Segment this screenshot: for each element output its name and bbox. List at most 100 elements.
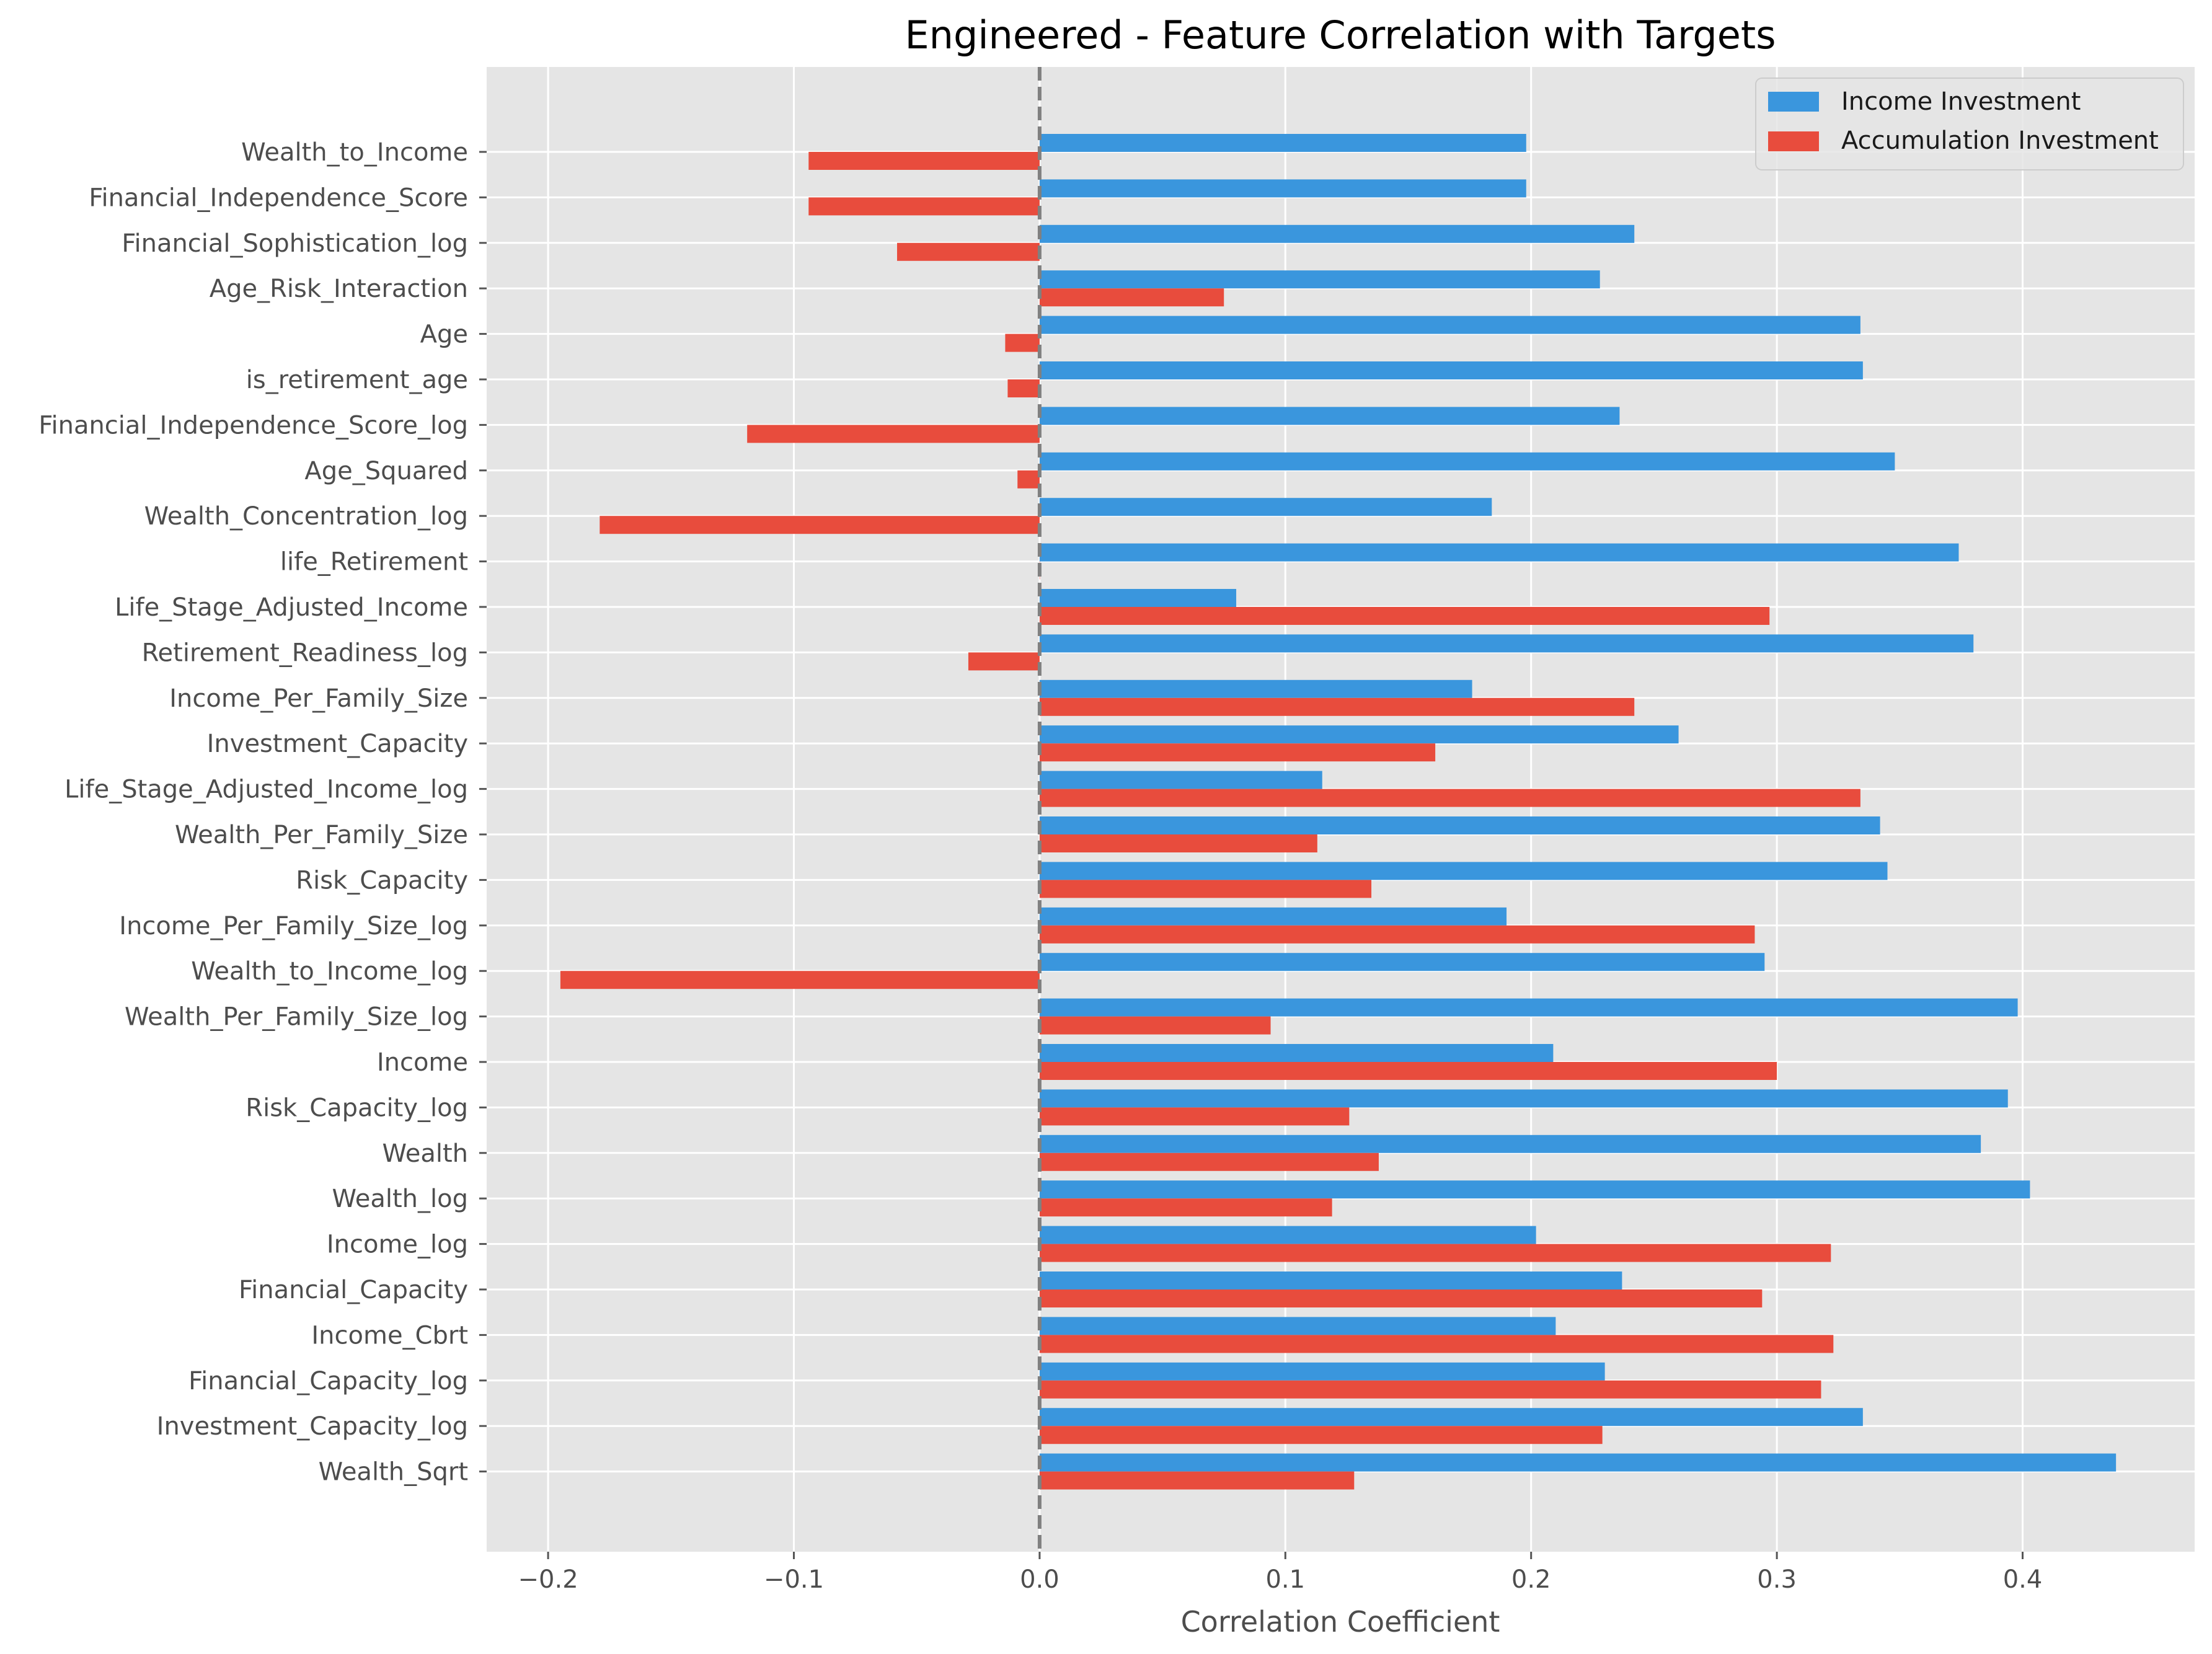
legend: Income Investment Accumulation Investmen… (1755, 77, 2184, 170)
y-tick-label: Financial_Independence_Score_log (38, 411, 468, 440)
income-bar (1039, 1226, 1536, 1244)
y-tick-label: Investment_Capacity (207, 730, 468, 758)
income-bar (1039, 452, 1895, 471)
x-tick-label: 0.0 (1020, 1565, 1060, 1594)
y-tick-label: Wealth_Per_Family_Size (175, 821, 468, 849)
accumulation-bar (1039, 1426, 1603, 1444)
y-tick-label: Financial_Capacity (239, 1276, 468, 1304)
y-tick-label: Income_Cbrt (311, 1321, 468, 1350)
income-bar (1039, 498, 1492, 516)
y-tick-label: Financial_Sophistication_log (122, 229, 468, 258)
y-tick-label: Age (420, 321, 468, 349)
y-tick-label: Retirement_Readiness_log (142, 639, 468, 667)
accumulation-bar (599, 516, 1040, 534)
accumulation-bar (1039, 1016, 1271, 1035)
y-tick-label: Financial_Capacity_log (188, 1367, 468, 1395)
accumulation-bar (896, 242, 1040, 261)
legend-label-income: Income Investment (1841, 87, 2081, 116)
accumulation-bar (1039, 1244, 1831, 1262)
y-tick-label: life_Retirement (280, 548, 468, 577)
income-bar (1039, 998, 2018, 1017)
chart-title: Engineered - Feature Correlation with Ta… (905, 12, 1776, 58)
income-bar (1039, 361, 1863, 379)
y-tick-label: Financial_Independence_Score (89, 184, 468, 212)
accumulation-bar (1039, 1062, 1777, 1080)
y-tick-label: Income (377, 1048, 468, 1077)
accumulation-bar (1039, 789, 1860, 807)
y-tick-label: Income_log (327, 1231, 468, 1259)
income-bar (1039, 816, 1880, 834)
legend-label-accumulation: Accumulation Investment (1841, 126, 2159, 155)
x-tick-label: 0.2 (1511, 1565, 1551, 1594)
x-tick-labels: −0.2 −0.1 0.0 0.1 0.2 0.3 0.4 (518, 1565, 2043, 1594)
x-tick-label: 0.3 (1757, 1565, 1797, 1594)
y-tick-label: Age_Squared (304, 457, 468, 485)
y-tick-label: Risk_Capacity (296, 866, 468, 895)
accumulation-bar (1017, 470, 1040, 489)
legend-swatch-accumulation (1768, 131, 1819, 151)
accumulation-bar (1039, 1471, 1355, 1490)
income-bar (1039, 407, 1620, 425)
y-tick-label: Wealth_log (332, 1185, 468, 1213)
accumulation-bar (1039, 743, 1436, 762)
accumulation-bar (1039, 880, 1372, 898)
y-tick-label: is_retirement_age (246, 366, 468, 394)
income-bar (1039, 1134, 1981, 1153)
income-bar (1039, 1362, 1605, 1381)
accumulation-bar (1039, 1198, 1332, 1217)
y-tick-label: Investment_Capacity_log (157, 1412, 468, 1441)
y-tick-label: Income_Per_Family_Size (169, 684, 468, 713)
y-tick-label: Age_Risk_Interaction (210, 275, 468, 303)
bars (560, 134, 2117, 1490)
y-tick-label: Wealth_Sqrt (319, 1458, 468, 1487)
accumulation-bar (1039, 1289, 1763, 1307)
y-tick-label: Wealth_to_Income (241, 138, 468, 167)
income-bar (1039, 543, 1959, 562)
accumulation-bar (968, 652, 1040, 671)
income-bar (1039, 224, 1635, 243)
accumulation-bar (808, 152, 1040, 170)
income-bar (1039, 1271, 1622, 1289)
income-bar (1039, 1453, 2117, 1472)
accumulation-bar (1039, 288, 1224, 307)
accumulation-bar (1039, 607, 1770, 625)
accumulation-bar (1039, 834, 1317, 852)
income-bar (1039, 1408, 1863, 1426)
y-tick-label: Wealth_to_Income_log (191, 957, 468, 986)
income-bar (1039, 771, 1322, 789)
accumulation-bar (1039, 925, 1755, 944)
x-tick-label: 0.4 (2003, 1565, 2043, 1594)
accumulation-bar (1005, 334, 1040, 352)
y-tick-label: Income_Per_Family_Size_log (119, 912, 468, 940)
legend-box (1755, 77, 2184, 170)
y-tick-label: Wealth (383, 1139, 468, 1168)
y-tick-label: Wealth_Concentration_log (144, 502, 468, 531)
income-bar (1039, 953, 1765, 971)
income-bar (1039, 634, 1974, 653)
income-bar (1039, 1044, 1554, 1062)
income-bar (1039, 725, 1679, 744)
accumulation-bar (1039, 1152, 1379, 1171)
x-tick-label: −0.1 (764, 1565, 824, 1594)
x-tick-label: 0.1 (1265, 1565, 1305, 1594)
income-bar (1039, 907, 1507, 926)
accumulation-bar (1039, 1107, 1350, 1126)
legend-swatch-income (1768, 92, 1819, 112)
y-tick-labels: Wealth_to_Income Financial_Independence_S… (38, 138, 468, 1487)
income-bar (1039, 862, 1888, 880)
y-tick-label: Life_Stage_Adjusted_Income_log (64, 776, 468, 804)
x-tick-label: −0.2 (518, 1565, 578, 1594)
accumulation-bar (808, 197, 1040, 216)
income-bar (1039, 1317, 1556, 1335)
accumulation-bar (1039, 1335, 1834, 1353)
income-bar (1039, 1180, 2030, 1199)
accumulation-bar (560, 971, 1040, 989)
income-bar (1039, 679, 1472, 698)
income-bar (1039, 1089, 2008, 1108)
accumulation-bar (1039, 1380, 1821, 1399)
income-bar (1039, 134, 1526, 152)
y-tick-label: Risk_Capacity_log (246, 1094, 468, 1122)
income-bar (1039, 589, 1237, 607)
income-bar (1039, 179, 1526, 198)
